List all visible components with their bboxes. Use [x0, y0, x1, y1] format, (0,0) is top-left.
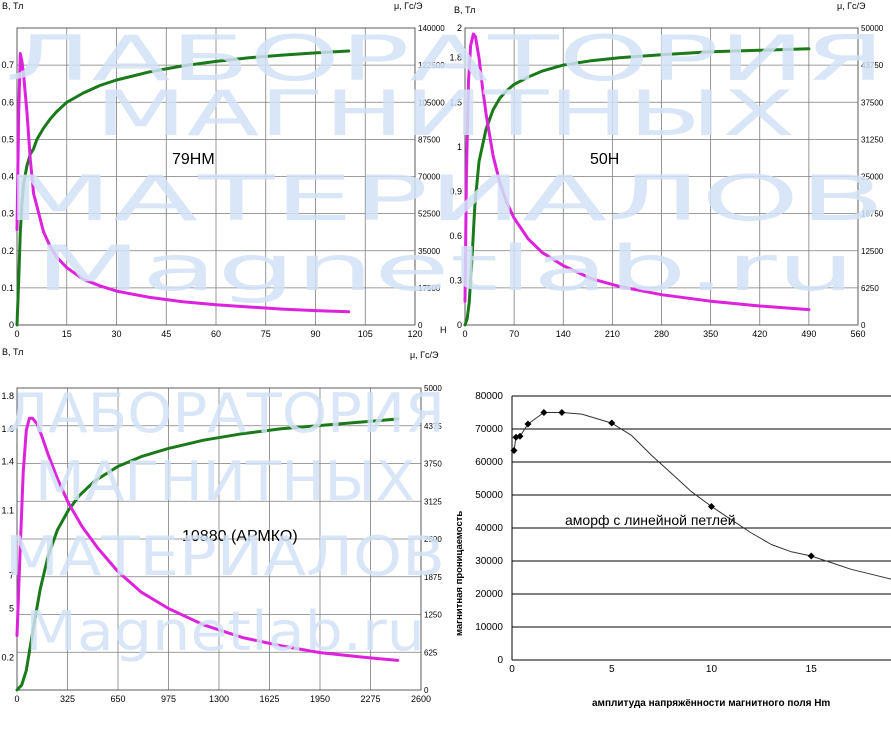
x-tick-label: 210 [605, 329, 620, 339]
y-tick-label: 50000 [475, 490, 503, 501]
x-tick-label: 2600 [411, 694, 431, 704]
y-tick-label: 80000 [475, 391, 503, 402]
y2-tick-label: 0 [424, 686, 429, 695]
x-tick-label: 70 [509, 329, 519, 339]
watermark-line-4: Magnetlab.ru [35, 232, 855, 305]
y-tick-label: 1.1 [1, 505, 14, 515]
y-tick-label: 1.4 [1, 456, 14, 466]
chart-79nm-xlabel: Н [440, 325, 447, 335]
x-tick-label: 15 [806, 664, 818, 675]
y-tick-label: 0 [9, 320, 14, 330]
y-tick-label: 10000 [475, 622, 503, 633]
x-tick-label: 0 [462, 329, 467, 339]
watermark-line-2: МАГНИТНЫХ [95, 77, 795, 150]
x-tick-label: 75 [261, 329, 271, 339]
y-tick-label: 0.6 [1, 97, 14, 107]
x-tick-label: 120 [407, 329, 422, 339]
x-tick-label: 1950 [310, 694, 330, 704]
x-tick-label: 1300 [209, 694, 229, 704]
x-tick-label: 2275 [360, 694, 380, 704]
x-tick-label: 0 [14, 329, 19, 339]
figure-svg: 0 15 30 45 60 75 90 105 12000.10.20.30.40.50.60.… [0, 0, 891, 750]
x-tick-label: 1625 [259, 694, 279, 704]
x-tick-label: 10 [706, 664, 718, 675]
y-tick-label: 0.2 [1, 246, 14, 256]
watermark-line-8: Magnetlab.ru [25, 600, 425, 663]
x-tick-label: 5 [609, 664, 615, 675]
y2-tick-label: 3125 [424, 497, 442, 506]
x-tick-label: 490 [801, 329, 816, 339]
x-tick-label: 60 [211, 329, 221, 339]
chart-amorph-xlabel: амплитуда напряжённости магнитного поля … [592, 698, 830, 709]
x-tick-label: 280 [654, 329, 669, 339]
watermark-line-7: МАТЕРИАЛОВ [5, 525, 445, 588]
x-tick-label: 15 [62, 329, 72, 339]
x-tick-label: 90 [310, 329, 320, 339]
x-tick-label: 30 [111, 329, 121, 339]
y-tick-label: 0.1 [1, 283, 14, 293]
x-tick-label: 975 [161, 694, 176, 704]
chart-amorph-ylabel: магнитная проницаемость [454, 511, 465, 636]
y-tick-label: 20000 [475, 589, 503, 600]
x-tick-label: 140 [556, 329, 571, 339]
x-tick-label: 105 [358, 329, 373, 339]
chart-10880-ylabel: В, Тл [2, 347, 23, 357]
x-tick-label: 560 [850, 329, 865, 339]
y2-tick-label: 6250 [861, 284, 879, 293]
x-tick-label: 0 [509, 664, 515, 675]
y2-tick-label: 0 [861, 321, 866, 330]
y2-tick-label: 12500 [861, 247, 884, 256]
chart-amorph-title: аморф с линейной петлей [565, 512, 736, 528]
y-tick-label: 0.2 [1, 652, 14, 662]
y2-tick-label: 3750 [424, 460, 442, 469]
y2-tick-label: 625 [424, 648, 438, 657]
y-tick-label: 40000 [475, 523, 503, 534]
y2-tick-label: 0 [418, 321, 423, 330]
y-tick-label: 0 [457, 320, 462, 330]
y2-tick-label: 1250 [424, 611, 442, 620]
chart-50n-ylabel: В, Тл [454, 5, 475, 15]
chart-50n-y2label: μ, Гс/Э [837, 1, 866, 11]
chart-10880-y2label: μ, Гс/Э [410, 350, 439, 360]
y-tick-label: 30000 [475, 556, 503, 567]
watermark-line-6: МАГНИТНЫХ [35, 450, 415, 513]
x-tick-label: 325 [60, 694, 75, 704]
y-tick-label: 5 [9, 603, 14, 613]
figure: 0 15 30 45 60 75 90 105 120 0 0.1 0.2 0.3 0.4 0.5 0.6 0.… [0, 0, 891, 750]
chart-79nm-y2label: μ, Гс/Э [394, 1, 423, 11]
y-tick-label: 70000 [475, 424, 503, 435]
x-tick-label: 0 [14, 694, 19, 704]
watermark-line-3: МАТЕРИАЛОВ [5, 162, 885, 235]
x-tick-label: 45 [161, 329, 171, 339]
watermark-line-5: ЛАБОРАТОРИЯ [5, 382, 445, 445]
y2-tick-label: 31250 [861, 135, 884, 144]
y-tick-label: 60000 [475, 457, 503, 468]
x-tick-label: 350 [703, 329, 718, 339]
y-tick-label: 0.5 [1, 134, 14, 144]
y-tick-label: 0 [497, 655, 503, 666]
y2-tick-label: 37500 [861, 98, 884, 107]
chart-79nm-ylabel: В, Тл [2, 1, 23, 11]
x-tick-label: 420 [752, 329, 767, 339]
x-tick-label: 650 [110, 694, 125, 704]
